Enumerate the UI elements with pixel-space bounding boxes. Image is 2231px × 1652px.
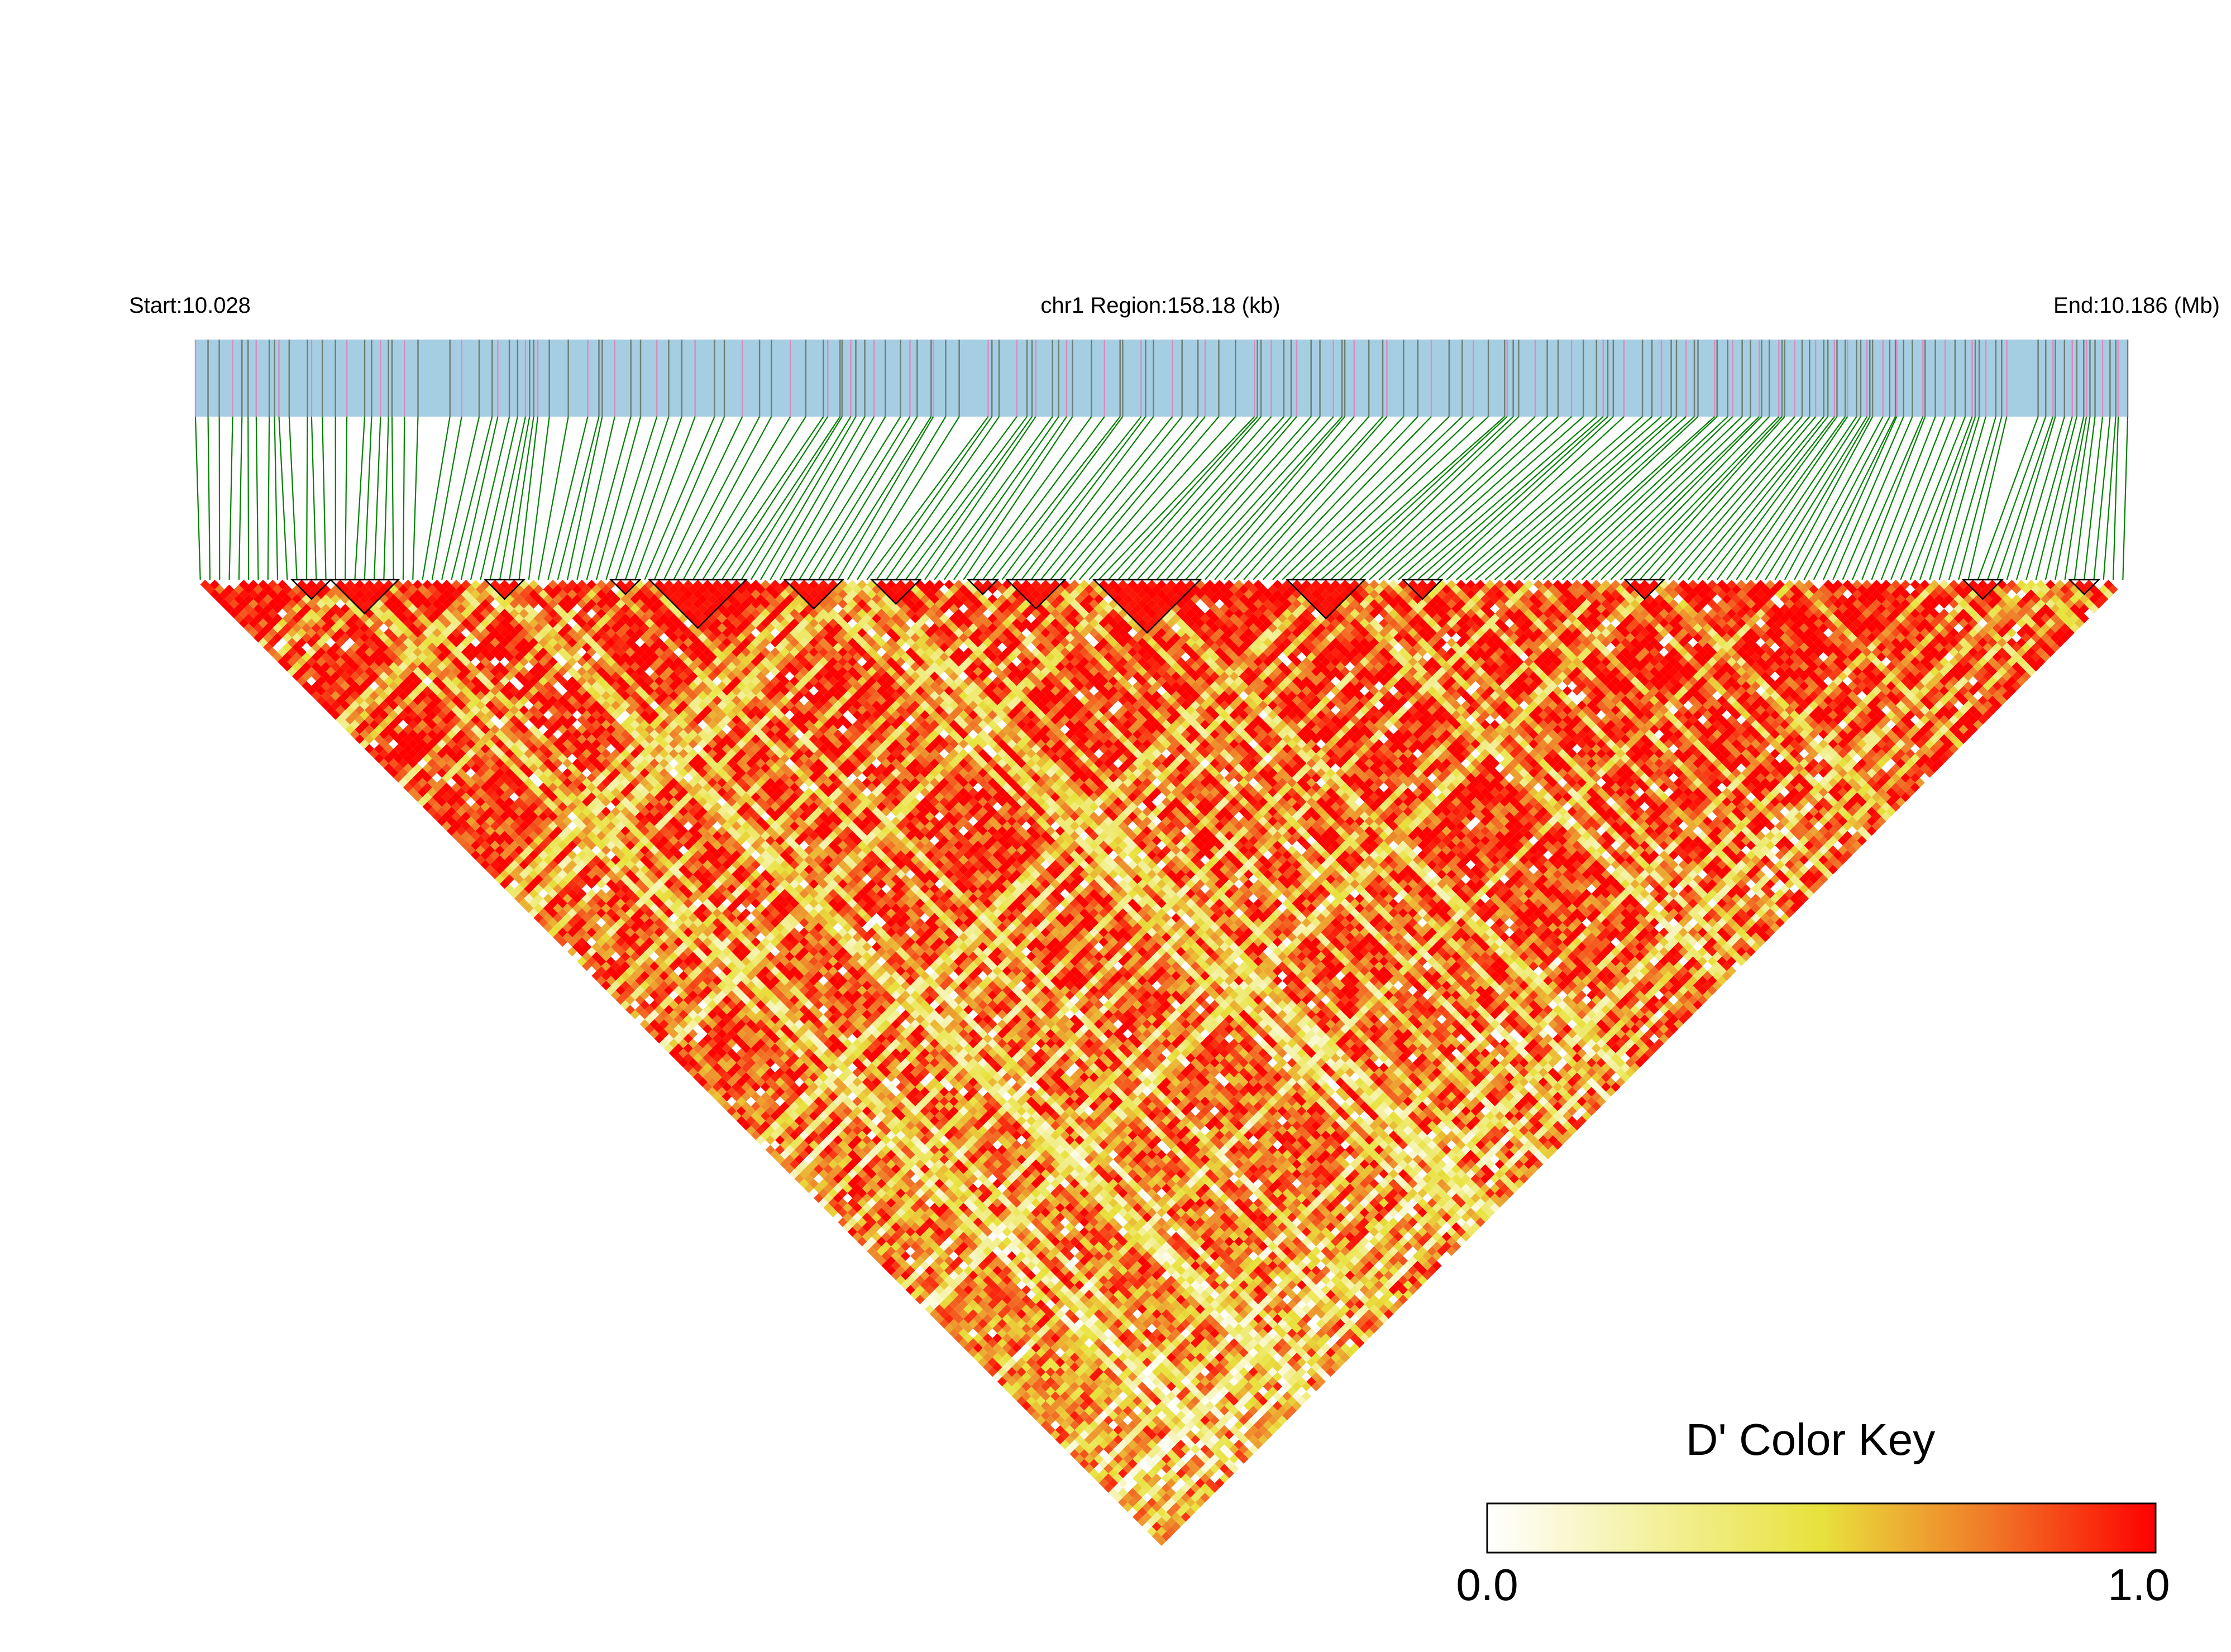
snp-connector-line xyxy=(1234,417,1383,580)
snp-connector-line xyxy=(230,417,233,580)
snp-connector-line xyxy=(461,417,498,580)
snp-connector-line xyxy=(2123,417,2128,580)
snp-connector-line xyxy=(345,417,347,580)
snp-connector-line xyxy=(1852,417,1923,580)
snp-connector-line xyxy=(877,417,992,580)
snp-connector-line xyxy=(906,417,1027,580)
region-end-label: End:10.186 (Mb) xyxy=(2053,293,2220,318)
snp-connector-line xyxy=(1997,417,2053,580)
snp-connector-line xyxy=(195,417,200,580)
snp-connector-line xyxy=(790,417,885,580)
snp-connector-line xyxy=(1582,417,1751,580)
snp-connector-line xyxy=(1872,417,1936,580)
snp-connector-line xyxy=(1321,417,1504,580)
snp-connector-line xyxy=(713,417,824,580)
snp-connector-line xyxy=(490,417,525,580)
snp-connector-line xyxy=(896,417,1017,580)
snp-connector-line xyxy=(1736,417,1847,580)
snp-connector-line xyxy=(500,417,529,580)
snp-connector-line xyxy=(219,417,220,580)
snp-connector-line xyxy=(208,417,210,580)
snp-connector-line xyxy=(1021,417,1145,580)
snp-connector-line xyxy=(403,417,404,580)
snp-connector-line xyxy=(1920,417,1975,580)
snp-connector-line xyxy=(1958,417,2001,580)
snp-connector-line xyxy=(973,417,1092,580)
snp-connector-line xyxy=(703,417,806,580)
snp-connector-line xyxy=(664,417,742,580)
snp-connector-line xyxy=(1717,417,1837,580)
region-title-label: chr1 Region:158.18 (kb) xyxy=(1040,293,1280,318)
snp-connector-line xyxy=(915,417,1032,580)
snp-connector-line xyxy=(355,417,365,580)
snp-connector-line xyxy=(1186,417,1333,580)
snp-connector-line xyxy=(1563,417,1733,580)
snp-connector-line xyxy=(1727,417,1845,580)
snp-connector-line xyxy=(819,417,918,580)
snp-connector-line xyxy=(239,417,242,580)
snp-connector-line xyxy=(2026,417,2072,580)
snp-connector-line xyxy=(1814,417,1895,580)
snp-connector-line xyxy=(857,417,959,580)
snp-connector-line xyxy=(1630,417,1782,580)
snp-connector-line xyxy=(1495,417,1676,580)
snp-connector-line xyxy=(606,417,657,580)
ld-cell-grid xyxy=(200,580,2123,1546)
snp-connector-lines xyxy=(195,417,2128,580)
snp-connector-line xyxy=(684,417,772,580)
snp-connector-line xyxy=(1437,417,1613,580)
snp-connector-line xyxy=(1138,417,1284,580)
snp-connector-line xyxy=(256,417,259,580)
snp-connector-line xyxy=(548,417,587,580)
snp-connector-line xyxy=(1988,417,2046,580)
snp-position-track xyxy=(195,340,2128,417)
snp-connector-line xyxy=(644,417,714,580)
snp-connector-line xyxy=(2007,417,2056,580)
snp-connector-line xyxy=(2094,417,2110,580)
snp-connector-line xyxy=(279,417,288,580)
snp-connector-line xyxy=(275,417,278,580)
region-start-label: Start:10.028 xyxy=(129,293,251,318)
snp-connector-line xyxy=(413,417,418,580)
snp-connector-line xyxy=(1891,417,1955,580)
snp-connector-line xyxy=(2084,417,2103,580)
snp-connector-line xyxy=(1041,417,1173,580)
snp-connector-line xyxy=(471,417,509,580)
snp-connector-line xyxy=(392,417,394,580)
snp-connector-line xyxy=(1417,417,1603,580)
snp-connector-line xyxy=(1002,417,1123,580)
snp-connector-line xyxy=(1070,417,1205,580)
snp-connector-line xyxy=(384,417,388,580)
snp-connector-line xyxy=(312,417,316,580)
snp-connector-line xyxy=(2017,417,2065,580)
snp-connector-line xyxy=(1427,417,1608,580)
snp-connector-line xyxy=(886,417,999,580)
snp-connector-line xyxy=(1601,417,1761,580)
snp-connector-line xyxy=(693,417,790,580)
snp-connector-line xyxy=(751,417,851,580)
snp-connector-line xyxy=(1311,417,1488,580)
snp-connector-line xyxy=(1775,417,1870,580)
snp-connector-line xyxy=(1263,417,1418,580)
snp-connector-line xyxy=(1881,417,1945,580)
snp-connector-line xyxy=(1167,417,1311,580)
snp-connector-line xyxy=(374,417,380,580)
snp-connector-line xyxy=(567,417,602,580)
snp-connector-line xyxy=(529,417,550,580)
snp-connector-line xyxy=(1514,417,1694,580)
snp-connector-line xyxy=(248,417,249,580)
snp-connector-line xyxy=(322,417,326,580)
snp-connector-line xyxy=(289,417,297,580)
snp-connector-line xyxy=(1118,417,1261,580)
snp-connector-line xyxy=(1592,417,1759,580)
snp-connector-line xyxy=(848,417,946,580)
snp-connector-line xyxy=(1369,417,1547,580)
snp-connector-line xyxy=(307,417,308,580)
snp-connector-line xyxy=(268,417,269,580)
snp-connector-line xyxy=(828,417,931,580)
snp-connector-line xyxy=(365,417,372,580)
snp-connector-line xyxy=(934,417,1052,580)
